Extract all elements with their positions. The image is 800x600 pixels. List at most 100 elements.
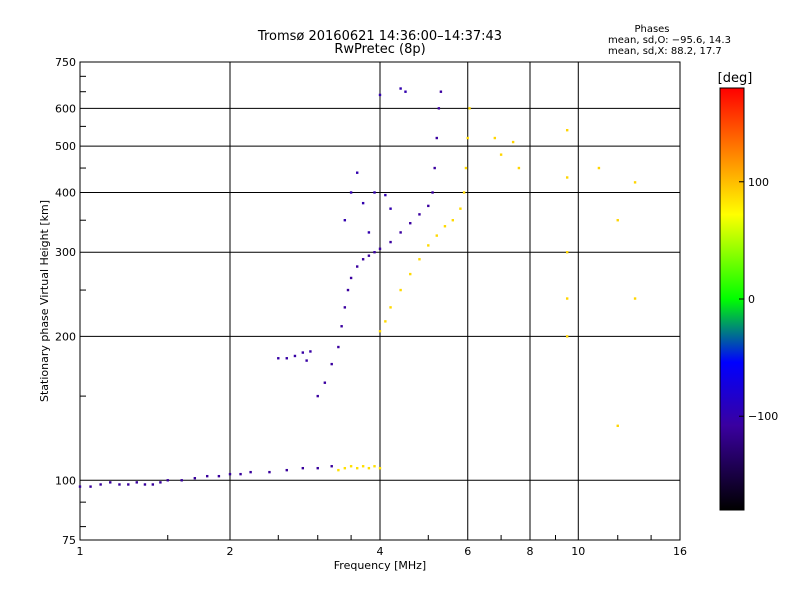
- data-point: [399, 87, 402, 90]
- data-point: [228, 472, 232, 476]
- data-point: [305, 359, 308, 362]
- y-tick-label: 400: [55, 186, 76, 199]
- data-point: [499, 153, 503, 156]
- colorbar-ticks: 100 0 −100: [739, 176, 778, 423]
- y-tick-label: 75: [62, 534, 76, 547]
- x-tick-label: 4: [377, 545, 384, 558]
- data-point: [99, 483, 102, 486]
- chart-title: Tromsø 20160621 14:36:00–14:37:43: [257, 29, 502, 44]
- data-point: [435, 136, 438, 140]
- data-point: [343, 219, 347, 222]
- data-point: [373, 191, 376, 194]
- data-point: [565, 176, 569, 179]
- data-point: [399, 231, 402, 234]
- data-point: [373, 251, 376, 254]
- data-point: [439, 90, 443, 93]
- data-point: [346, 288, 350, 292]
- data-point: [384, 193, 387, 197]
- data-point: [443, 225, 447, 228]
- y-tick-label: 500: [55, 140, 76, 153]
- data-point: [268, 470, 271, 474]
- y-tick-label: 750: [55, 56, 76, 69]
- data-point: [285, 357, 288, 360]
- data-point: [343, 466, 347, 470]
- data-point: [427, 244, 430, 247]
- data-point: [301, 466, 305, 470]
- y-tick-label: 200: [55, 330, 76, 343]
- colorbar-tick-label: 0: [748, 293, 755, 306]
- data-point: [409, 222, 412, 225]
- data-point: [118, 483, 121, 486]
- data-point: [337, 345, 340, 349]
- y-tick-label: 300: [55, 246, 76, 259]
- data-point: [217, 474, 221, 478]
- data-point: [309, 350, 312, 353]
- data-point: [462, 191, 466, 194]
- y-axis-label: Stationary phase Virtual Height [km]: [38, 200, 51, 402]
- data-point: [367, 466, 371, 470]
- data-point: [143, 483, 147, 486]
- data-point: [565, 335, 569, 338]
- data-point: [249, 470, 252, 474]
- data-point: [337, 468, 340, 472]
- x-axis: 1 2 4 6 8 10 16: [77, 535, 687, 558]
- data-point: [378, 330, 382, 333]
- data-point: [464, 166, 468, 170]
- data-point: [355, 171, 359, 174]
- data-point: [135, 481, 138, 484]
- grid-lines: [80, 62, 680, 540]
- data-point: [451, 219, 455, 222]
- data-point: [293, 354, 297, 358]
- data-points: [78, 87, 637, 488]
- data-point: [193, 477, 197, 480]
- data-point: [418, 213, 421, 216]
- data-point: [389, 207, 392, 210]
- data-point: [349, 276, 353, 280]
- y-tick-label: 100: [55, 474, 76, 487]
- y-axis: 75 100 200 300 400 500 600 750: [55, 56, 86, 547]
- x-tick-label: 8: [527, 545, 534, 558]
- data-point: [373, 465, 376, 468]
- data-point: [389, 306, 392, 309]
- data-point: [316, 466, 319, 470]
- data-point: [633, 297, 637, 300]
- data-point: [89, 485, 92, 488]
- data-point: [597, 166, 601, 170]
- data-point: [343, 306, 347, 309]
- phase-stats-x: mean, sd,X: 88.2, 17.7: [608, 46, 722, 57]
- data-point: [316, 394, 319, 398]
- data-point: [565, 251, 569, 254]
- data-point: [633, 181, 637, 184]
- data-point: [399, 288, 402, 292]
- data-point: [239, 472, 242, 476]
- data-point: [340, 325, 343, 328]
- data-point: [389, 240, 392, 244]
- data-point: [180, 479, 183, 482]
- x-tick-label: 1: [77, 545, 84, 558]
- colorbar-tick-label: −100: [748, 410, 778, 423]
- data-point: [323, 381, 327, 384]
- data-point: [565, 128, 569, 132]
- data-point: [78, 485, 82, 488]
- data-point: [159, 481, 162, 484]
- data-point: [493, 136, 497, 140]
- colorbar-unit-label: [deg]: [718, 71, 753, 86]
- x-tick-label: 10: [571, 545, 585, 558]
- data-point: [468, 107, 471, 110]
- data-point: [127, 483, 130, 486]
- data-point: [166, 479, 169, 482]
- data-point: [378, 93, 382, 97]
- phase-stats-o: mean, sd,O: −95.6, 14.3: [608, 35, 731, 46]
- data-point: [433, 166, 436, 170]
- data-point: [355, 265, 359, 268]
- data-point: [330, 362, 333, 366]
- data-point: [151, 483, 155, 486]
- data-point: [301, 351, 305, 354]
- data-point: [109, 481, 112, 484]
- chart-subtitle: RwPretec (8p): [334, 42, 425, 57]
- data-point: [349, 465, 353, 468]
- data-point: [616, 424, 619, 428]
- phase-stats-heading: Phases: [634, 24, 669, 35]
- data-point: [435, 234, 438, 237]
